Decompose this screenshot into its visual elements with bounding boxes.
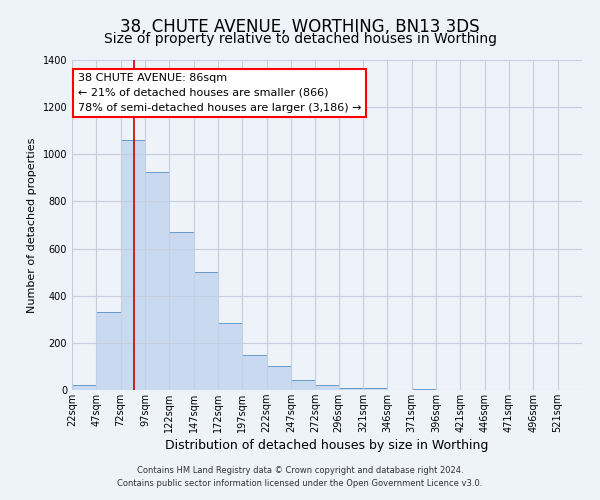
Y-axis label: Number of detached properties: Number of detached properties [27,138,37,312]
Bar [316,386,338,390]
Text: 38 CHUTE AVENUE: 86sqm
← 21% of detached houses are smaller (866)
78% of semi-de: 38 CHUTE AVENUE: 86sqm ← 21% of detached… [78,73,361,112]
Bar [97,312,121,390]
Bar [169,232,194,390]
Bar [194,272,218,390]
X-axis label: Distribution of detached houses by size in Worthing: Distribution of detached houses by size … [166,439,488,452]
Bar [242,355,266,390]
Bar [145,172,169,390]
Bar [121,140,145,390]
Bar [218,323,242,390]
Bar [72,386,97,390]
Bar [412,389,436,390]
Bar [291,380,316,390]
Text: Contains HM Land Registry data © Crown copyright and database right 2024.
Contai: Contains HM Land Registry data © Crown c… [118,466,482,487]
Bar [266,366,291,390]
Bar [338,388,363,390]
Text: 38, CHUTE AVENUE, WORTHING, BN13 3DS: 38, CHUTE AVENUE, WORTHING, BN13 3DS [120,18,480,36]
Bar [363,388,388,390]
Text: Size of property relative to detached houses in Worthing: Size of property relative to detached ho… [104,32,497,46]
